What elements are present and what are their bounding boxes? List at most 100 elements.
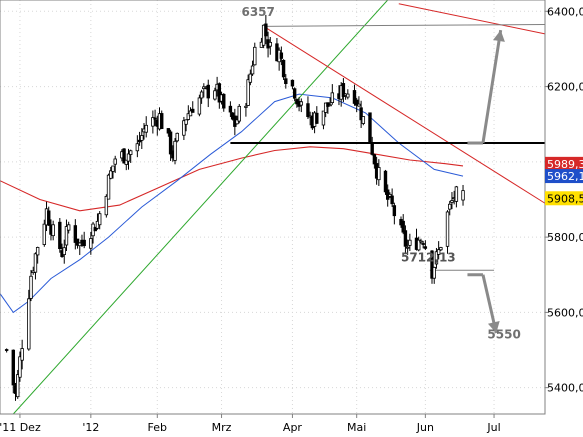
candle-body (279, 52, 284, 59)
candle (47, 206, 51, 226)
candle (184, 119, 188, 132)
candle (370, 136, 374, 156)
axis-frame (0, 0, 546, 415)
candle (279, 46, 284, 66)
arrow-shaft (481, 29, 503, 144)
candle-body (62, 247, 66, 255)
candle (35, 246, 40, 264)
candle-body (222, 93, 226, 109)
candle-body (408, 239, 412, 246)
candle-body (186, 113, 191, 120)
candle-body (361, 116, 366, 124)
candle-body (328, 104, 332, 107)
candle (160, 110, 164, 129)
candle (11, 349, 15, 394)
value-box-label: 5989,31 (547, 158, 583, 171)
candles (4, 14, 465, 401)
candle-body (357, 103, 361, 107)
x-tick-label: Jun (416, 421, 434, 434)
candle (281, 59, 286, 80)
y-tick-label: 5600,00 (547, 306, 583, 319)
candle (27, 289, 31, 351)
candle (191, 101, 195, 113)
candle-body (97, 213, 102, 226)
candle-body (434, 251, 439, 265)
candle-body (403, 230, 408, 247)
y-tick-label: 5400,00 (547, 382, 583, 395)
trendline-uptrend (12, 0, 389, 415)
candle-body (75, 238, 80, 246)
candle-body (390, 195, 394, 205)
candle (461, 184, 465, 206)
candle (175, 132, 179, 143)
candle-body (160, 113, 164, 129)
candle (401, 214, 405, 235)
candle (359, 100, 363, 128)
candle-body (191, 108, 195, 113)
candle-body (445, 211, 450, 247)
candle-body (182, 120, 186, 136)
annotation-label: 6357 (241, 5, 274, 19)
candle (250, 60, 255, 76)
candle (436, 241, 441, 260)
candle (129, 149, 133, 163)
candle-body (18, 356, 22, 378)
candle-body (246, 79, 250, 106)
candle (432, 266, 436, 284)
candle (388, 192, 392, 199)
candle-body (126, 153, 131, 162)
candle-body (166, 128, 171, 134)
candle (228, 101, 233, 118)
candle-body (244, 105, 248, 108)
candle (392, 202, 397, 225)
candle-body (461, 190, 465, 201)
candle (140, 128, 144, 149)
candle (166, 128, 171, 137)
candle (248, 69, 253, 86)
candle (445, 210, 450, 254)
candle-body (352, 90, 357, 104)
candle (306, 96, 310, 119)
candle-body (135, 143, 140, 152)
arrow (481, 29, 505, 144)
candle (4, 348, 9, 353)
value-box: 5908,51 (545, 191, 583, 206)
candle-body (93, 227, 97, 232)
candle (421, 240, 425, 249)
candle-body (109, 170, 113, 179)
candle-body (82, 239, 86, 247)
candle (168, 129, 173, 161)
candle (78, 242, 82, 256)
candle (299, 98, 304, 113)
candle-body (64, 226, 69, 246)
sma-fast-line (0, 93, 464, 314)
candle (390, 188, 394, 207)
value-box-bg (545, 191, 583, 206)
candle-body (73, 225, 78, 243)
candle-body (58, 221, 62, 250)
candle (383, 169, 388, 195)
candle-body (124, 159, 128, 165)
candle (372, 153, 377, 169)
candle-body (284, 78, 288, 85)
candle-body (140, 135, 144, 141)
candle (235, 115, 239, 125)
candle-body (213, 90, 217, 100)
candle (222, 93, 226, 112)
candle-body (188, 110, 193, 117)
candle-body (35, 247, 40, 256)
candle-body (306, 103, 310, 117)
candle-body (401, 220, 405, 233)
candle-body (237, 105, 241, 122)
candle-body (432, 267, 436, 279)
candle-body (354, 99, 359, 106)
candle (111, 165, 115, 179)
candle (144, 116, 148, 138)
x-axis: '11 Dez '12 Feb Mrz Apr Mai Jun Jul (0, 414, 501, 434)
candle (151, 110, 155, 134)
candle-body (253, 46, 257, 66)
candle-body (423, 246, 428, 249)
candle (122, 148, 126, 164)
candle-body (383, 170, 388, 193)
